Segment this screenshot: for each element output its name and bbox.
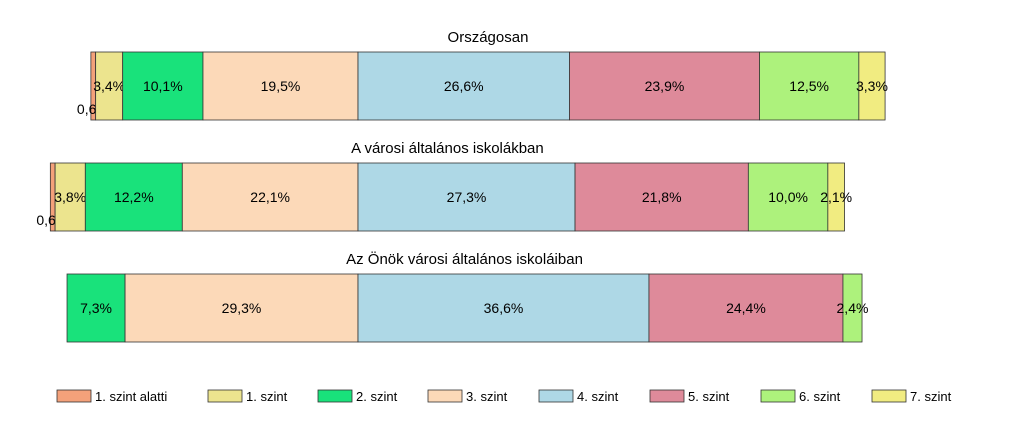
bar-segment xyxy=(574,162,749,232)
bar-segment xyxy=(842,273,863,343)
data-label: 12,5% xyxy=(789,78,829,94)
data-label: 10,1% xyxy=(143,78,183,94)
legend-label: 5. szint xyxy=(688,389,730,404)
legend-label: 7. szint xyxy=(910,389,952,404)
data-label: 26,6% xyxy=(444,78,484,94)
data-label: 24,4% xyxy=(726,300,766,316)
legend-label: 4. szint xyxy=(577,389,619,404)
legend-swatch xyxy=(207,389,243,403)
data-label: 36,6% xyxy=(484,300,524,316)
legend-item: 7. szint xyxy=(871,389,952,404)
data-label: 23,9% xyxy=(645,78,685,94)
data-label: 3,4% xyxy=(93,78,125,94)
legend-swatch xyxy=(649,389,685,403)
legend-item: 5. szint xyxy=(649,389,730,404)
legend-item: 1. szint xyxy=(207,389,288,404)
bar-segment xyxy=(95,51,124,121)
bar-segment xyxy=(759,51,860,121)
legend-label: 1. szint xyxy=(246,389,288,404)
bar-segment xyxy=(827,162,845,232)
bar-segment xyxy=(202,51,359,121)
legend-item: 2. szint xyxy=(317,389,398,404)
legend-swatch xyxy=(760,389,796,403)
legend-swatch xyxy=(538,389,574,403)
legend-item: 4. szint xyxy=(538,389,619,404)
chart-title: Az Önök városi általános iskoláiban xyxy=(346,250,583,268)
bar-segment xyxy=(181,162,359,232)
data-label: 19,5% xyxy=(261,78,301,94)
legend-label: 6. szint xyxy=(799,389,841,404)
legend-swatch xyxy=(427,389,463,403)
legend-item: 3. szint xyxy=(427,389,508,404)
bar-segment xyxy=(66,273,126,343)
bar-segment xyxy=(357,273,650,343)
data-label: 3,8% xyxy=(54,189,86,205)
bar-segment xyxy=(858,51,886,121)
data-label: 21,8% xyxy=(642,189,682,205)
data-label: 27,3% xyxy=(447,189,487,205)
chart-title: Országosan xyxy=(448,29,529,46)
bar-segment xyxy=(357,51,570,121)
bar-segment xyxy=(569,51,760,121)
chart-title: A városi általános iskolákban xyxy=(351,140,544,157)
bar-segment xyxy=(648,273,844,343)
legend-label: 3. szint xyxy=(466,389,508,404)
bar-segment xyxy=(357,162,576,232)
data-label: 7,3% xyxy=(80,300,112,316)
legend-swatch xyxy=(317,389,353,403)
bar-segment xyxy=(54,162,86,232)
data-label: 2,4% xyxy=(837,300,869,316)
legend: 1. szint alatti 1. szint 2. szint 3. szint 4… xyxy=(56,389,952,404)
bar-segment xyxy=(124,273,359,343)
legend-label: 1. szint alatti xyxy=(95,389,167,404)
data-label: 10,0% xyxy=(768,189,808,205)
legend-item: 6. szint xyxy=(760,389,841,404)
bar-segment xyxy=(747,162,829,232)
legend-swatch xyxy=(56,389,92,403)
data-label: 29,3% xyxy=(222,300,262,316)
data-label: 2,1% xyxy=(820,189,852,205)
data-label: 22,1% xyxy=(250,189,290,205)
data-label: 12,2% xyxy=(114,189,154,205)
legend-swatch xyxy=(871,389,907,403)
bar-group-3: Az Önök városi általános iskoláiban 7,3% 2… xyxy=(66,250,869,343)
legend-item: 1. szint alatti xyxy=(56,389,167,404)
data-label: 3,3% xyxy=(856,78,888,94)
legend-label: 2. szint xyxy=(356,389,398,404)
